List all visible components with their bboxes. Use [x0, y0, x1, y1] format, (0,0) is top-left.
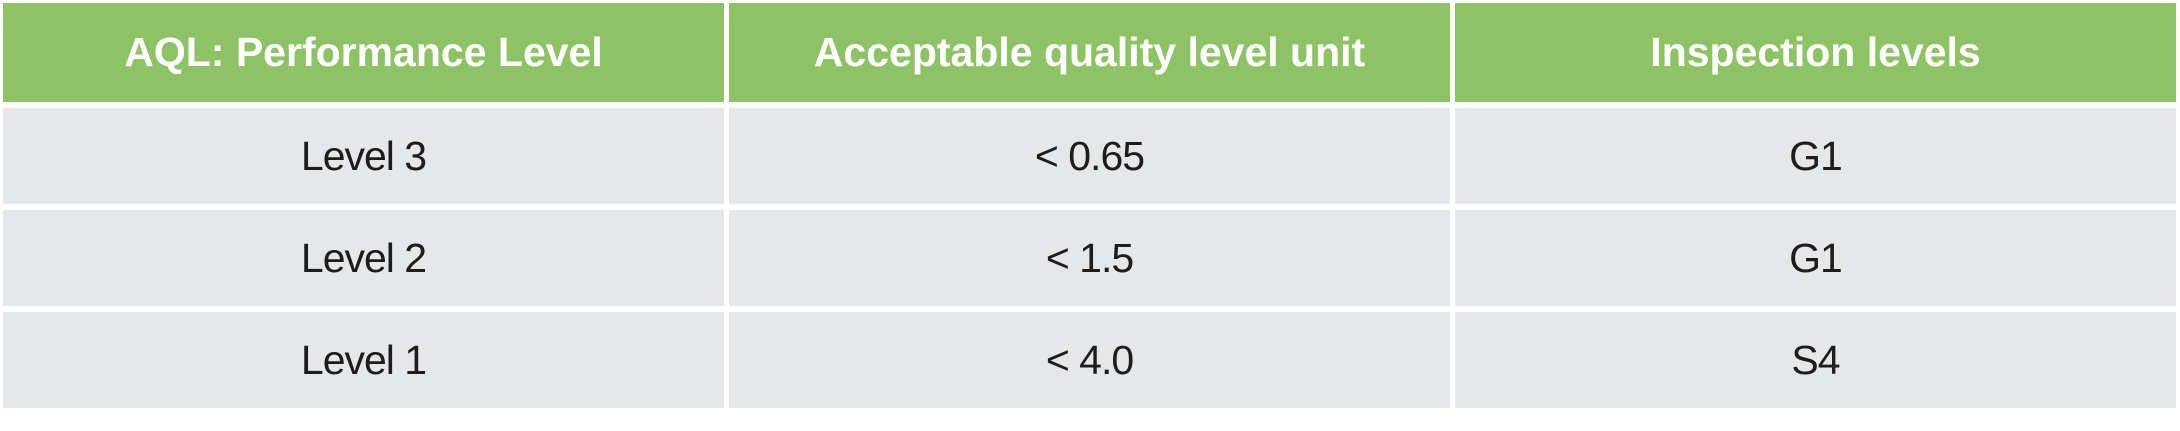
header-cell-inspection-levels: Inspection levels	[1455, 3, 2176, 102]
table-cell-level: Level 1	[3, 312, 724, 408]
header-label: AQL: Performance Level	[124, 29, 603, 75]
header-label: Acceptable quality level unit	[813, 29, 1366, 75]
cell-value: < 4.0	[1045, 336, 1134, 383]
table-cell-inspection-level: G1	[1455, 108, 2176, 204]
table-cell-inspection-level: G1	[1455, 210, 2176, 306]
table-cell-aql-unit: < 4.0	[729, 312, 1450, 408]
table-cell-aql-unit: < 0.65	[729, 108, 1450, 204]
cell-value: < 0.65	[1034, 132, 1145, 179]
cell-value: Level 1	[300, 336, 427, 383]
header-label: Inspection levels	[1650, 29, 1981, 75]
header-cell-performance-level: AQL: Performance Level	[3, 3, 724, 102]
cell-value: S4	[1791, 336, 1840, 383]
table-cell-level: Level 3	[3, 108, 724, 204]
aql-table-container: AQL: Performance Level Acceptable qualit…	[3, 3, 2176, 408]
cell-value: Level 2	[300, 234, 427, 281]
cell-value: G1	[1789, 132, 1843, 179]
table-cell-aql-unit: < 1.5	[729, 210, 1450, 306]
cell-value: < 1.5	[1045, 234, 1134, 281]
table-cell-inspection-level: S4	[1455, 312, 2176, 408]
table-cell-level: Level 2	[3, 210, 724, 306]
cell-value: G1	[1789, 234, 1843, 281]
cell-value: Level 3	[300, 132, 427, 179]
aql-table: AQL: Performance Level Acceptable qualit…	[3, 3, 2176, 408]
header-cell-aql-unit: Acceptable quality level unit	[729, 3, 1450, 102]
